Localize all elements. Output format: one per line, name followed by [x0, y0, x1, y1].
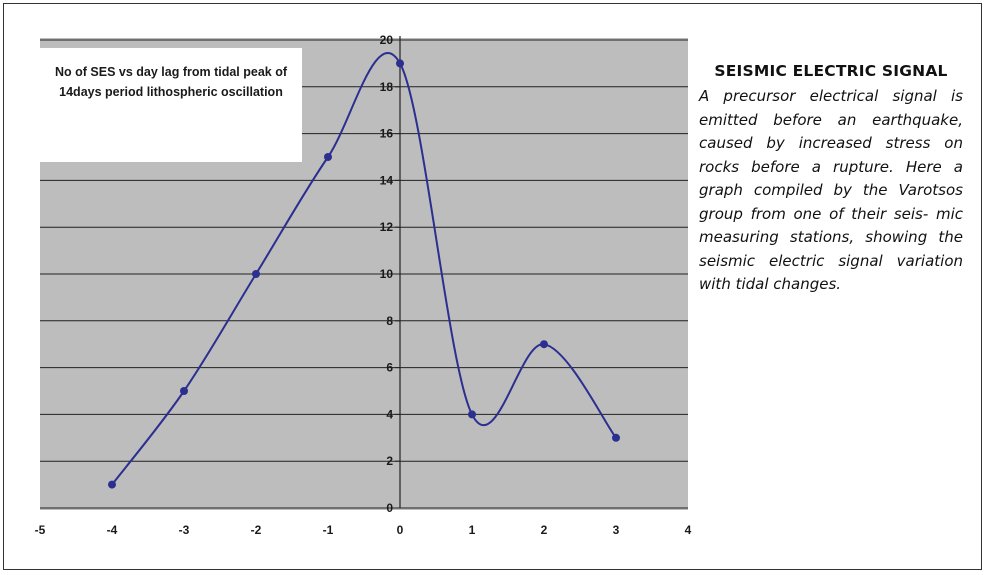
data-point: [612, 433, 620, 442]
x-tick-label: 3: [613, 523, 620, 537]
x-tick-label: 0: [397, 523, 404, 537]
sidebar-title: SEISMIC ELECTRIC SIGNAL: [714, 62, 948, 80]
data-point: [252, 270, 260, 278]
x-tick-label: -3: [179, 523, 190, 537]
y-tick-label: 18: [380, 80, 394, 94]
chart-title: No of SES vs day lag from tidal peak of …: [40, 48, 302, 162]
series-line: [111, 52, 617, 486]
y-tick-label: 6: [386, 361, 393, 375]
x-tick-label: -1: [323, 523, 334, 537]
y-tick-label: 20: [380, 33, 394, 47]
data-point: [108, 480, 116, 489]
x-tick-label: -4: [107, 523, 118, 537]
y-tick-label: 12: [380, 220, 394, 234]
data-point: [468, 410, 476, 419]
y-tick-label: 16: [380, 127, 394, 141]
sidebar-body: A precursor electrical signal is emitted…: [699, 87, 963, 293]
y-tick-label: 10: [380, 267, 394, 281]
data-point: [396, 59, 404, 68]
x-tick-label: 4: [685, 523, 692, 537]
x-tick-label: 1: [469, 523, 476, 537]
x-tick-label: -2: [251, 523, 262, 537]
data-point: [540, 340, 548, 349]
data-point: [324, 153, 332, 161]
y-tick-label: 0: [386, 501, 393, 515]
y-tick-label: 4: [386, 407, 393, 421]
data-point: [180, 387, 188, 395]
y-tick-label: 8: [386, 314, 393, 328]
y-tick-label: 2: [386, 454, 393, 468]
sidebar-caption: SEISMIC ELECTRIC SIGNAL A precursor elec…: [699, 58, 963, 297]
y-tick-label: 14: [380, 173, 394, 187]
x-tick-label: 2: [541, 523, 548, 537]
figure-frame: [3, 3, 982, 570]
x-tick-label: -5: [35, 523, 46, 537]
